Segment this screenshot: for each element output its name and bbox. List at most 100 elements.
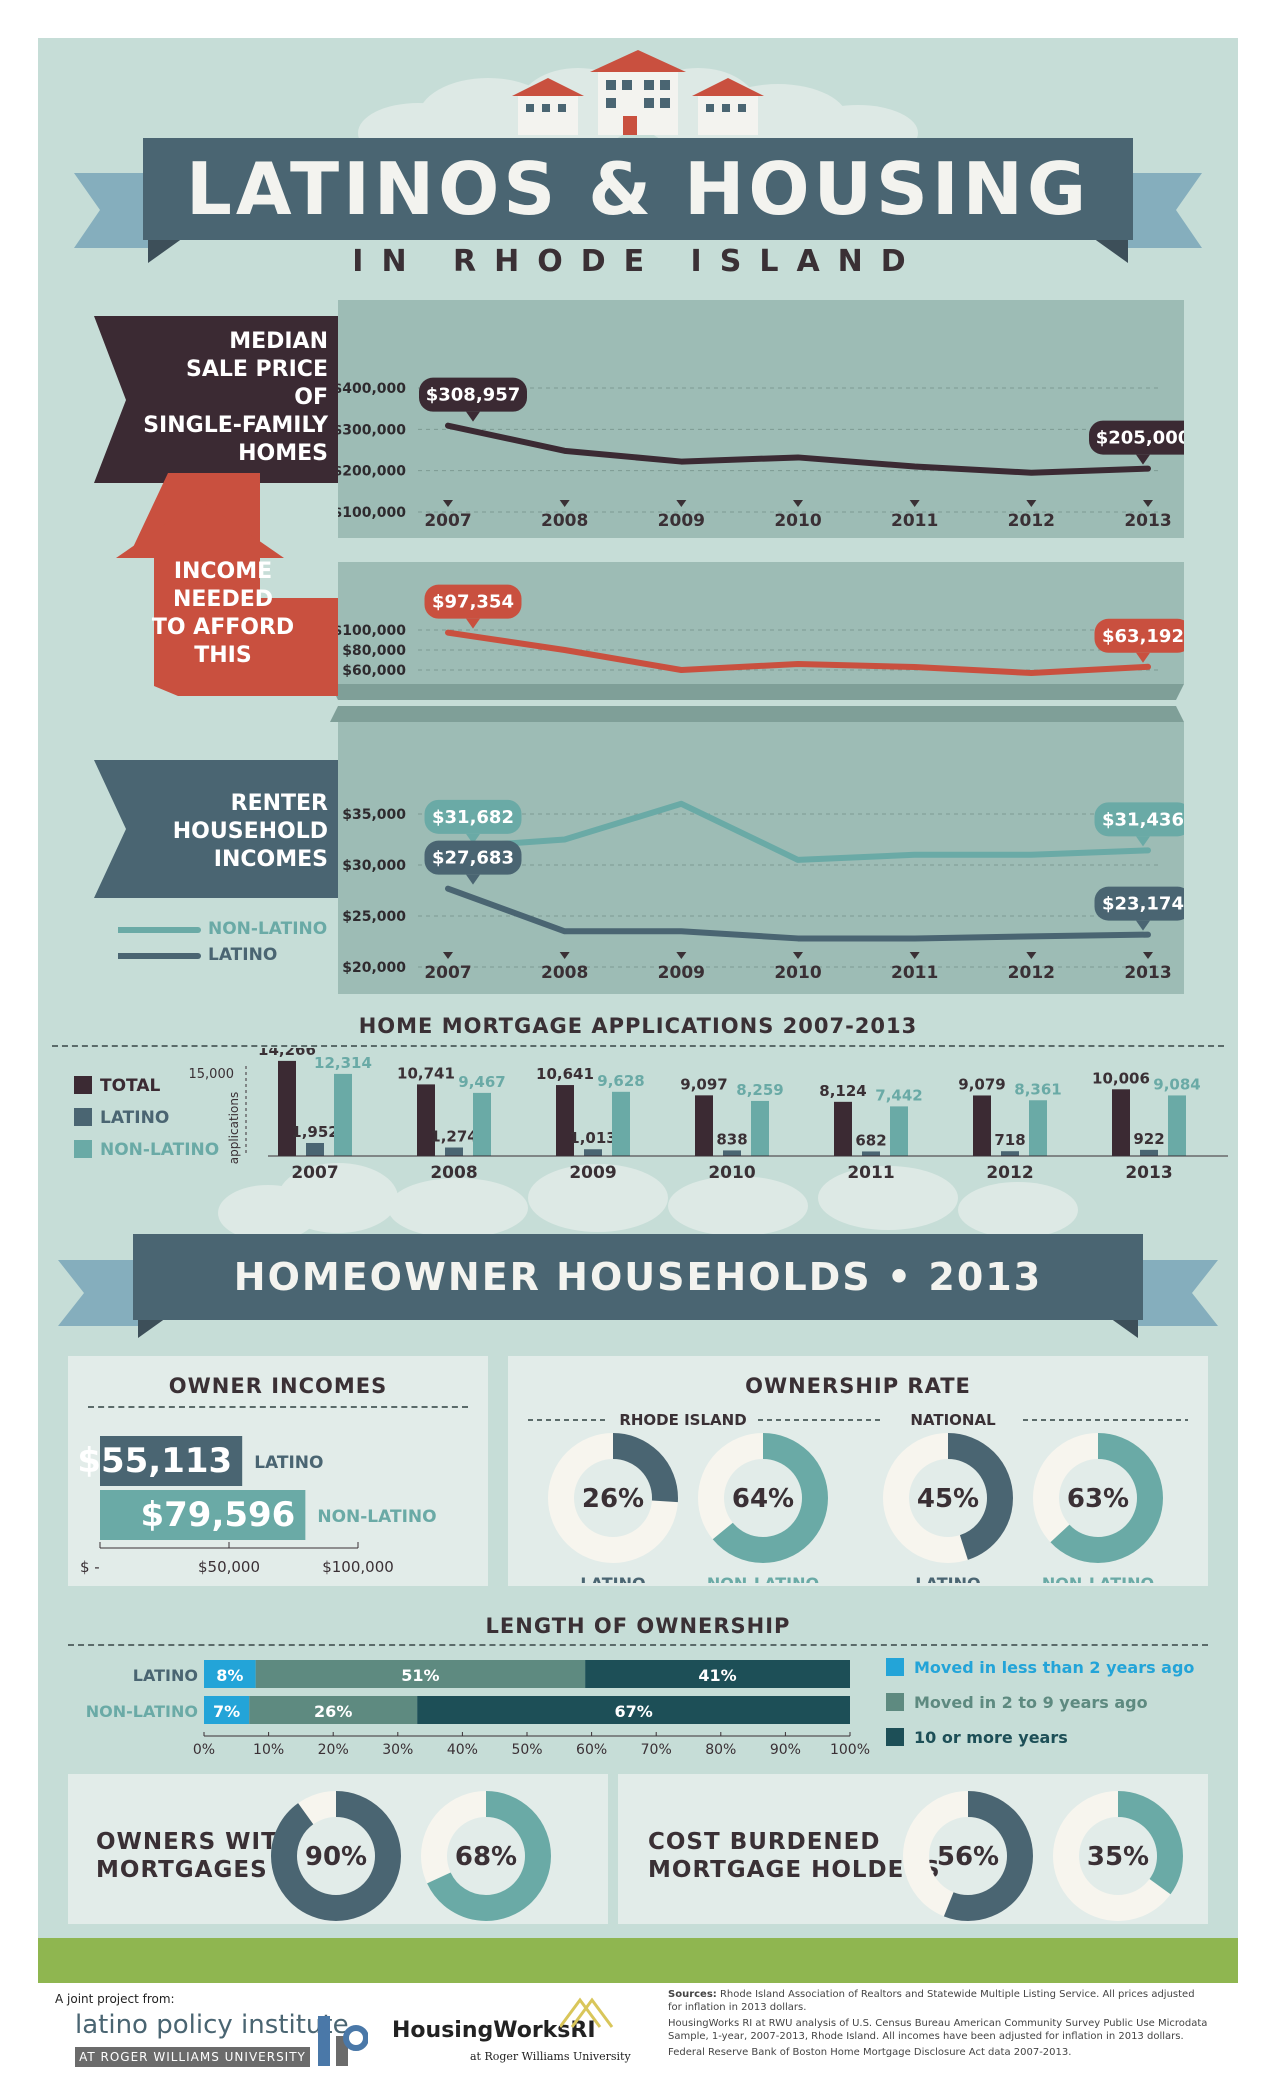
houses-icon xyxy=(512,50,764,135)
stack-segment xyxy=(249,1696,418,1724)
x-tick-label: 2007 xyxy=(424,963,471,983)
data-point xyxy=(562,448,567,453)
income-label: INCOME NEEDED TO AFFORD THIS xyxy=(138,558,308,670)
legend-swatch xyxy=(886,1693,904,1711)
callout-label: $23,174 xyxy=(1102,894,1184,915)
data-point xyxy=(1029,671,1034,675)
stack-label: 67% xyxy=(614,1702,652,1721)
donut-value: 26% xyxy=(582,1484,644,1514)
hw-sub: at Roger Williams University xyxy=(470,2050,631,2063)
mortgage-chart: TOTAL LATINO NON-LATINO 15,000 applications 1… xyxy=(74,1048,1228,1183)
stack-label: 8% xyxy=(216,1666,243,1685)
legend-swatch xyxy=(886,1658,904,1676)
lpi-name: latino policy institute xyxy=(75,2010,349,2040)
stack-segment xyxy=(255,1660,586,1688)
mortgages-title-line: OWNERS WITH xyxy=(96,1829,299,1855)
y-tick-label: $100,000 xyxy=(338,623,406,639)
bar-label: 10,006 xyxy=(1092,1069,1150,1087)
data-point xyxy=(446,886,450,891)
income-arrow-head-decor xyxy=(116,500,284,558)
x-tick-label: 2009 xyxy=(569,1163,616,1183)
x-tick-label: 2012 xyxy=(986,1163,1033,1183)
bar-label: 9,084 xyxy=(1153,1075,1200,1093)
x-tick-label: 2012 xyxy=(1008,511,1055,531)
sources-label: Sources: xyxy=(668,1989,717,2000)
x-tick-label: 90% xyxy=(770,1742,801,1758)
mortgage-title: HOME MORTGAGE APPLICATIONS 2007-2013 xyxy=(358,1014,918,1038)
donut: 35%NON-LATINO xyxy=(1053,1791,1183,1921)
callout-pointer xyxy=(466,618,480,629)
group-label: RHODE ISLAND xyxy=(619,1411,746,1429)
series-line xyxy=(445,422,1151,476)
bar-label: 9,079 xyxy=(958,1075,1005,1093)
mortgages-donuts: 90%LATINO68%NON-LATINO xyxy=(271,1791,551,1921)
hw-name: HousingWorksRI xyxy=(392,2018,596,2043)
stack-label: 41% xyxy=(698,1666,736,1685)
callout-bubble xyxy=(419,377,527,412)
median-label-line: SALE PRICE xyxy=(185,357,328,382)
callout-label: $31,682 xyxy=(432,807,514,828)
income-bar-category: NON-LATINO xyxy=(317,1507,436,1527)
bar xyxy=(695,1095,713,1156)
bar xyxy=(278,1060,296,1156)
legend-label: 10 or more years xyxy=(914,1728,1068,1747)
owner-incomes-chart: $55,113 LATINO $79,596 NON-LATINO $ - $50,000… xyxy=(77,1436,437,1576)
x-tick-label: $50,000 xyxy=(198,1558,260,1576)
bar xyxy=(1001,1151,1019,1156)
data-point xyxy=(796,857,800,862)
x-tick-label: 0% xyxy=(193,1742,215,1758)
y-axis-label: applications xyxy=(227,1092,241,1164)
y-tick-label: 15,000 xyxy=(189,1067,235,1082)
bar-label: 7,442 xyxy=(875,1086,922,1104)
callout: $97,354 xyxy=(424,584,522,629)
x-tick-label: 2011 xyxy=(847,1163,894,1183)
x-tick-label: 2008 xyxy=(541,963,588,983)
renter-label-line: RENTER xyxy=(230,791,328,816)
legend-latino: LATINO xyxy=(208,945,278,965)
bar-label: 10,741 xyxy=(397,1064,455,1082)
decor-layer xyxy=(58,50,1218,1338)
hw-logo-icon xyxy=(560,1997,614,2028)
x-tick-marker xyxy=(559,500,570,507)
bar-label: 12,314 xyxy=(314,1054,372,1072)
donut-value: 35% xyxy=(1087,1842,1149,1872)
x-tick-label: 2013 xyxy=(1125,1163,1172,1183)
bar-label: 1,274 xyxy=(430,1128,477,1146)
bar-label: 682 xyxy=(855,1131,886,1149)
data-point xyxy=(446,630,450,635)
donut: 45% LATINO xyxy=(883,1433,1013,1583)
row-label: LATINO xyxy=(133,1666,198,1685)
median-arrow-decor xyxy=(94,316,338,483)
callout-label: $27,683 xyxy=(432,848,514,869)
bar xyxy=(751,1100,769,1156)
mortgage-divider xyxy=(52,1045,1224,1047)
title-ribbon-decor xyxy=(74,138,1202,263)
mortgages-title: OWNERS WITH MORTGAGES xyxy=(96,1828,298,1884)
callout-pointer xyxy=(1136,920,1150,931)
length-chart: LATINO 8% 51% 41% NON-LATINO 7% 26% 67% 0% 10% 20%… xyxy=(86,1658,1194,1758)
bar-label: 1,952 xyxy=(291,1123,338,1141)
callout: $308,957 xyxy=(419,377,527,422)
bar xyxy=(1168,1095,1186,1156)
grass-strip xyxy=(38,1938,1238,1983)
stack-segment xyxy=(204,1660,256,1688)
bar-label: 8,124 xyxy=(819,1082,866,1100)
legend-swatch xyxy=(74,1108,92,1126)
data-point xyxy=(1029,934,1034,939)
donut: 90%LATINO xyxy=(271,1791,401,1921)
source-line: HousingWorks RI at RWU analysis of U.S. … xyxy=(668,2018,1208,2042)
series-line xyxy=(445,800,1151,863)
median-label-line: SINGLE-FAMILY xyxy=(143,413,328,438)
bar xyxy=(417,1084,435,1156)
y-tick-label: $25,000 xyxy=(342,909,406,925)
donut-value: 56% xyxy=(937,1842,999,1872)
data-point xyxy=(912,665,917,669)
x-tick-marker xyxy=(1026,952,1037,959)
callout: $27,683 xyxy=(424,840,522,885)
subtitle: IN RHODE ISLAND xyxy=(352,244,924,279)
income-label-line: INCOME xyxy=(173,559,273,584)
bar xyxy=(862,1151,880,1156)
bar xyxy=(612,1091,630,1156)
cost-burdened-title-line: COST BURDENED xyxy=(648,1829,881,1855)
x-tick-label: 2010 xyxy=(774,511,821,531)
